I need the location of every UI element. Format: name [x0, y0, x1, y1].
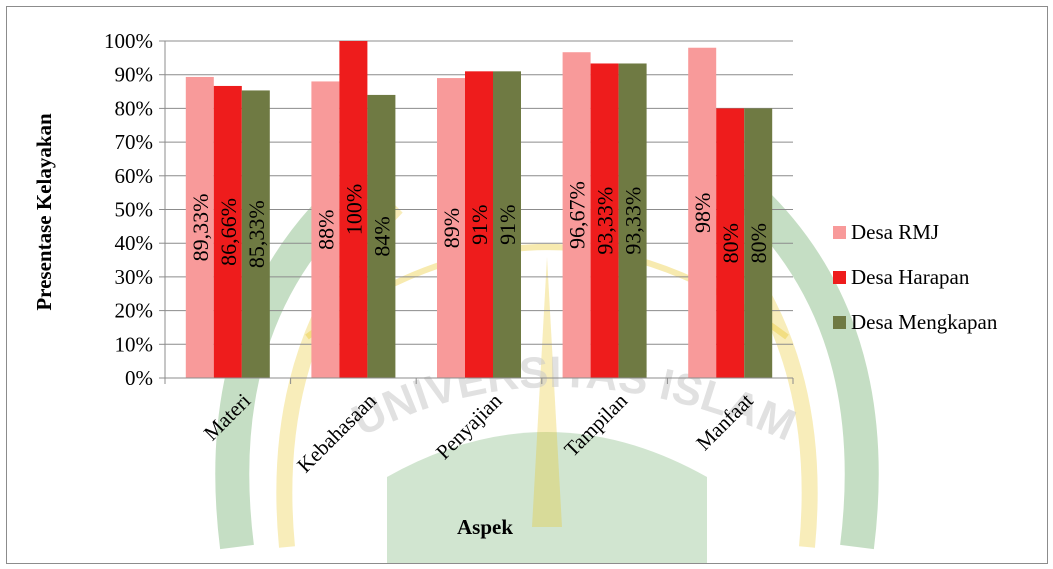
bar [590, 63, 619, 378]
bar [213, 85, 242, 378]
axes [159, 40, 794, 384]
data-label: 86,66% [216, 198, 241, 266]
bar [185, 76, 214, 379]
watermark-spike [532, 257, 562, 527]
y-tick-label: 10% [115, 332, 154, 356]
y-tick-label: 80% [115, 96, 154, 120]
bar [367, 94, 396, 379]
chart-frame: UNIVERSITAS ISLAM RIAU 0%10%20%30%40%50%… [6, 6, 1048, 564]
bar [493, 71, 521, 378]
data-label: 93,33% [621, 187, 646, 255]
y-tick-label: 60% [115, 164, 154, 188]
legend-swatch [833, 316, 846, 329]
bar [437, 78, 465, 378]
data-label: 96,67% [565, 181, 590, 249]
y-tick-label: 70% [115, 130, 154, 154]
legend-label: Desa RMJ [851, 220, 939, 244]
watermark-shield [387, 432, 707, 563]
legend: Desa RMJ Desa Harapan Desa Mengkapan [833, 220, 998, 334]
bar [241, 90, 270, 378]
y-tick-label: 30% [115, 265, 154, 289]
bar [618, 63, 647, 378]
y-tick-label: 20% [115, 299, 154, 323]
data-labels: 89,33% 86,66% 85,33% 88% 100%84% 89% 91% 91% 96,… [188, 181, 771, 268]
y-axis-title: Presentase Kelayakan [32, 113, 56, 311]
y-tick-label: 100% [104, 29, 153, 53]
bar-chart: UNIVERSITAS ISLAM RIAU 0%10%20%30%40%50%… [7, 7, 998, 563]
bar [744, 108, 773, 379]
data-label: 80% [746, 223, 771, 263]
legend-label: Desa Mengkapan [851, 310, 998, 334]
data-label: 98% [690, 193, 715, 233]
bar [688, 47, 717, 379]
bar [465, 71, 493, 378]
data-label: 93,33% [593, 187, 618, 255]
y-tick-label: 40% [115, 231, 154, 255]
data-label: 100% [341, 184, 366, 235]
bars [185, 41, 773, 379]
legend-swatch [833, 226, 846, 239]
legend-swatch [833, 271, 846, 284]
bar [562, 52, 591, 378]
data-label: 89% [439, 208, 464, 248]
data-label: 85,33% [244, 200, 269, 268]
data-label: 80% [718, 223, 743, 263]
data-label: 88% [313, 210, 338, 250]
data-label: 89,33% [188, 194, 213, 262]
x-axis-title: Aspek [457, 515, 513, 539]
y-tick-label: 0% [125, 366, 153, 390]
bar [339, 41, 368, 378]
legend-label: Desa Harapan [851, 265, 970, 289]
data-label: 84% [369, 216, 394, 256]
data-label: 91% [495, 205, 520, 245]
y-tick-labels: 0% 10% 20% 30% 40% 50% 60% 70% 80% 90% 100% [104, 29, 153, 390]
bar [716, 108, 745, 379]
data-label: 91% [467, 205, 492, 245]
y-tick-label: 90% [115, 63, 154, 87]
bar [311, 81, 340, 378]
y-tick-label: 50% [115, 198, 154, 222]
